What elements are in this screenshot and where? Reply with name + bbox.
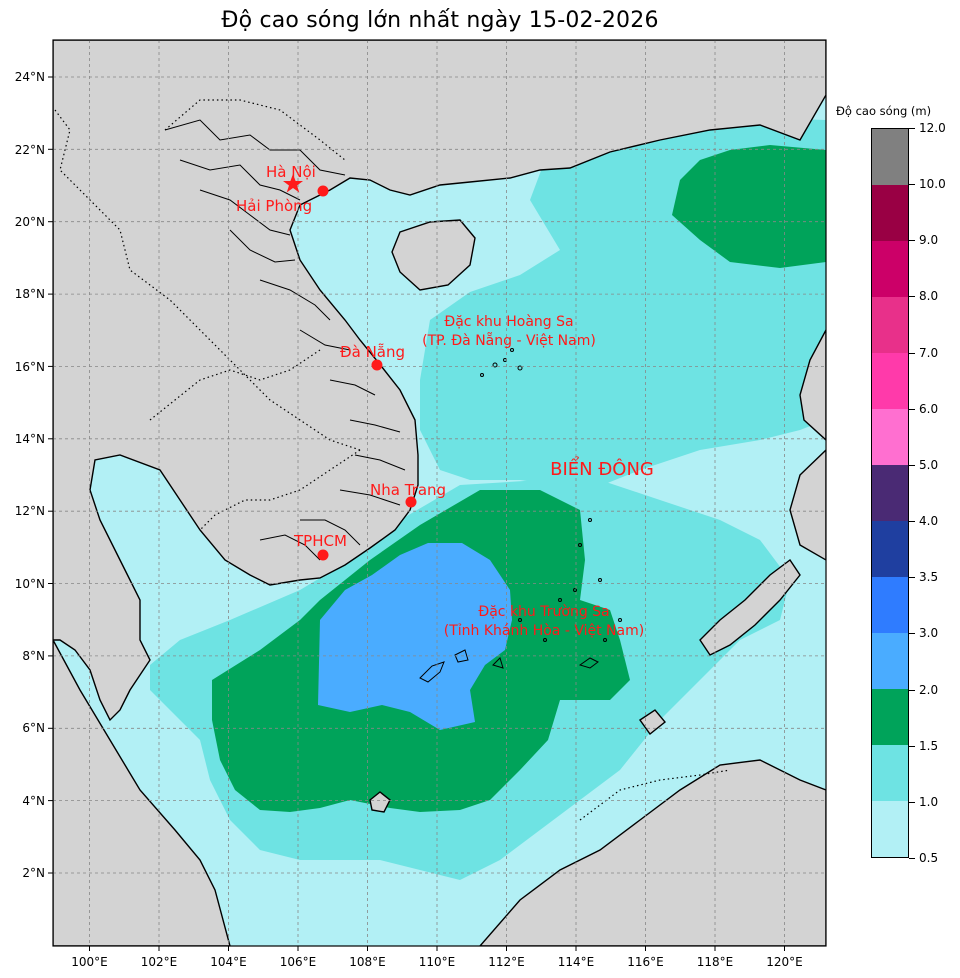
truong-sa-sublabel: (Tỉnh Khánh Hòa - Việt Nam): [444, 623, 644, 639]
y-tick-label: 20°N: [15, 215, 45, 229]
x-tick-label: 120°E: [766, 955, 803, 969]
x-tick-label: 116°E: [627, 955, 664, 969]
city-marker-hai-phong: [317, 185, 329, 197]
axis-ticks: [48, 76, 785, 951]
city-marker-da-nang: [371, 359, 383, 371]
x-tick-label: 112°E: [488, 955, 525, 969]
colorbar-swatch: [872, 745, 908, 801]
city-label-tphcm: TPHCM: [293, 532, 347, 550]
colorbar-tick-label: 1.0: [919, 794, 939, 809]
x-tick-label: 100°E: [71, 955, 108, 969]
y-tick-label: 4°N: [22, 794, 45, 808]
colorbar-tick-label: 2.0: [919, 682, 939, 697]
colorbar-swatch: [872, 689, 908, 745]
city-label-ha-noi: Hà Nội: [266, 163, 316, 181]
city-marker-ha-noi: [283, 174, 303, 193]
colorbar-tick-label: 6.0: [919, 401, 939, 416]
colorbar-tick: [909, 352, 915, 354]
colorbar: [871, 128, 909, 858]
y-tick-label: 12°N: [15, 504, 45, 518]
y-tick-label: 16°N: [15, 360, 45, 374]
x-tick-label: 106°E: [280, 955, 317, 969]
x-tick-label: 118°E: [697, 955, 734, 969]
x-tick-label: 110°E: [419, 955, 456, 969]
colorbar-swatch: [872, 409, 908, 465]
colorbar-title: Độ cao sóng (m): [836, 104, 932, 118]
truong-sa-label: Đặc khu Trường Sa: [478, 604, 609, 620]
colorbar-tick: [909, 633, 915, 635]
y-tick-label: 24°N: [15, 70, 45, 84]
hoang-sa-sublabel: (TP. Đà Nẵng - Việt Nam): [422, 332, 596, 349]
colorbar-swatch: [872, 521, 908, 577]
y-tick-label: 8°N: [22, 649, 45, 663]
colorbar-swatch: [872, 465, 908, 521]
colorbar-tick: [909, 745, 915, 747]
country-borders: [54, 99, 731, 821]
colorbar-swatch: [872, 297, 908, 353]
hoang-sa-label: Đặc khu Hoàng Sa: [444, 314, 573, 330]
city-label-da-nang: Đà Nẵng: [340, 343, 405, 361]
colorbar-tick-label: 7.0: [919, 345, 939, 360]
grid: [53, 40, 826, 946]
y-tick-label: 6°N: [22, 721, 45, 735]
colorbar-swatch: [872, 129, 908, 185]
x-tick-label: 114°E: [558, 955, 595, 969]
bien-dong-label: BIỂN ĐÔNG: [550, 456, 654, 480]
colorbar-swatch: [872, 633, 908, 689]
colorbar-tick: [909, 296, 915, 298]
wave-zone-2-3: [318, 543, 512, 730]
city-label-nha-trang: Nha Trang: [370, 481, 446, 499]
city-markers: [283, 174, 417, 561]
city-marker-tphcm: [317, 549, 329, 561]
colorbar-swatch: [872, 801, 908, 857]
colorbar-tick: [909, 240, 915, 242]
colorbar-swatch: [872, 185, 908, 241]
colorbar-tick-label: 4.0: [919, 514, 939, 529]
colorbar-tick-label: 8.0: [919, 289, 939, 304]
city-label-hai-phong: Hải Phòng: [236, 197, 312, 215]
y-tick-label: 2°N: [22, 866, 45, 880]
x-tick-label: 104°E: [210, 955, 247, 969]
colorbar-swatch: [872, 241, 908, 297]
y-tick-label: 10°N: [15, 577, 45, 591]
wave-zone-1.5-2-northeast: [672, 145, 826, 268]
colorbar-tick-label: 10.0: [919, 177, 946, 192]
land: [53, 40, 826, 946]
map-frame: [52, 39, 827, 947]
province-borders: [164, 119, 406, 561]
colorbar-tick: [909, 689, 915, 691]
colorbar-tick: [909, 521, 915, 523]
y-tick-label: 18°N: [15, 287, 45, 301]
colorbar-tick-label: 5.0: [919, 457, 939, 472]
colorbar-tick-label: 3.5: [919, 570, 939, 585]
city-marker-nha-trang: [405, 496, 417, 508]
islands: [419, 348, 622, 683]
colorbar-tick: [909, 577, 915, 579]
colorbar-tick-label: 9.0: [919, 233, 939, 248]
colorbar-tick-label: 0.5: [919, 851, 939, 865]
x-tick-label: 108°E: [349, 955, 386, 969]
y-tick-label: 14°N: [15, 432, 45, 446]
x-tick-label: 102°E: [141, 955, 178, 969]
colorbar-tick: [909, 858, 915, 859]
colorbar-tick: [909, 801, 915, 803]
colorbar-tick-label: 1.5: [919, 738, 939, 753]
colorbar-tick: [909, 408, 915, 410]
colorbar-swatch: [872, 577, 908, 633]
colorbar-tick: [909, 128, 915, 129]
y-tick-label: 22°N: [15, 143, 45, 157]
colorbar-tick: [909, 464, 915, 466]
colorbar-swatch: [872, 353, 908, 409]
colorbar-tick: [909, 184, 915, 186]
colorbar-tick-label: 12.0: [919, 121, 946, 135]
map-title: Độ cao sóng lớn nhất ngày 15-02-2026: [221, 8, 659, 33]
colorbar-tick-label: 3.0: [919, 626, 939, 641]
